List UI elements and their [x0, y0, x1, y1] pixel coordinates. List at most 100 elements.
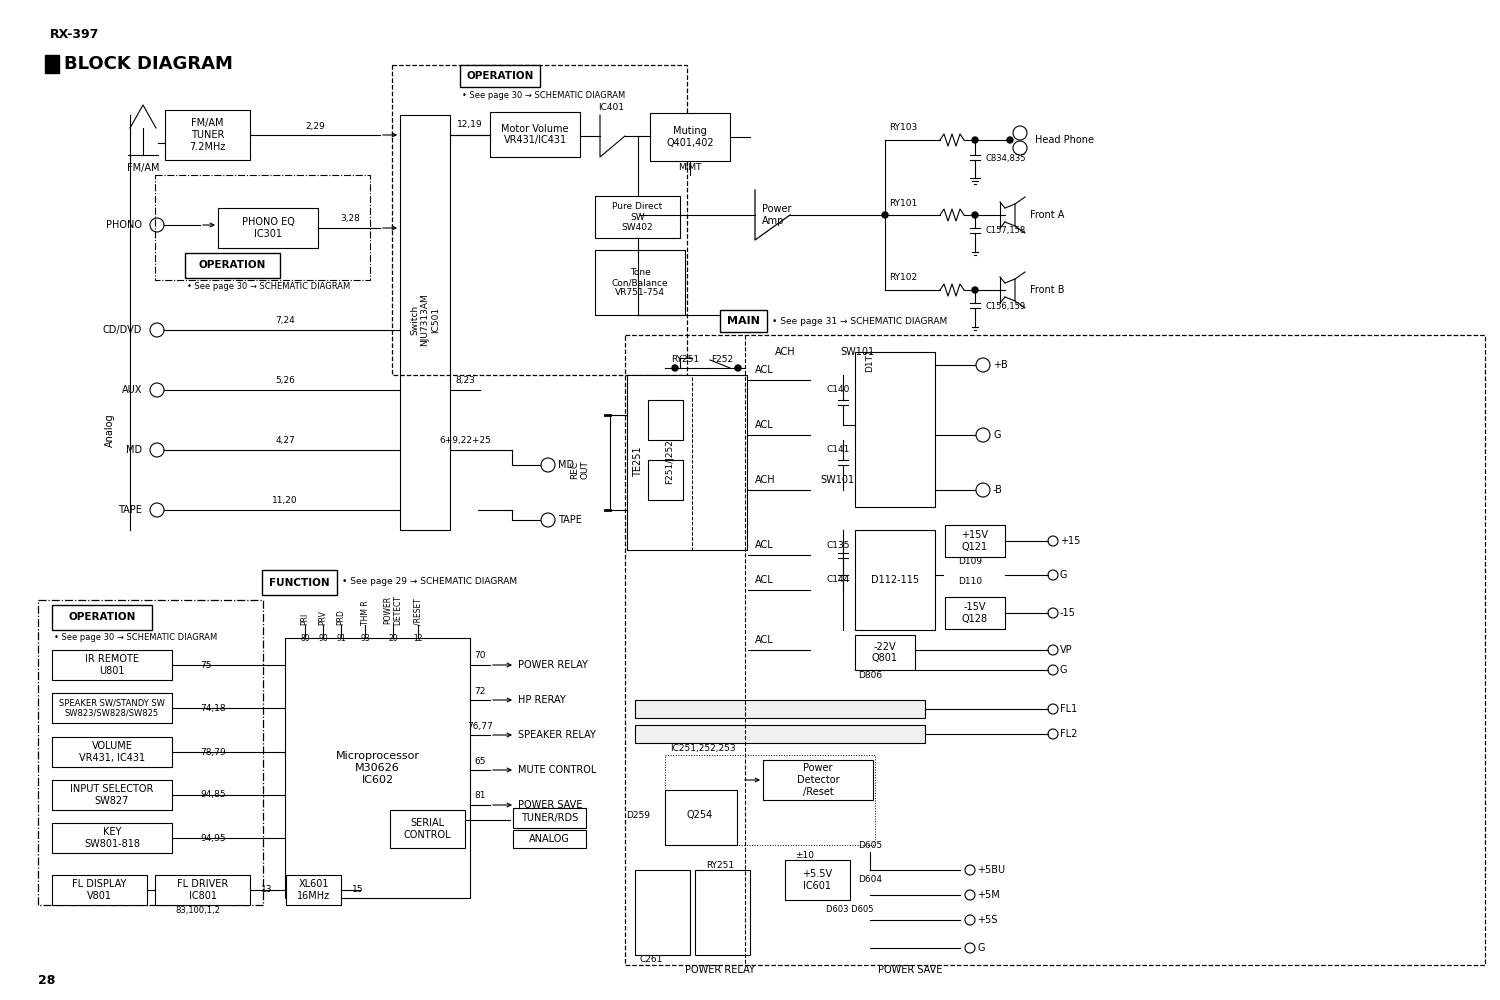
- Bar: [945, 597, 1005, 629]
- Text: SERIAL
CONTROL: SERIAL CONTROL: [404, 818, 451, 840]
- Text: C140: C140: [827, 385, 849, 394]
- Text: 76,77: 76,77: [466, 722, 494, 730]
- Circle shape: [972, 137, 978, 143]
- Text: MIMT: MIMT: [678, 163, 702, 172]
- Text: PRV: PRV: [318, 610, 327, 625]
- Bar: [855, 352, 934, 507]
- Text: +5M: +5M: [976, 890, 999, 900]
- Bar: [513, 830, 586, 848]
- Bar: [513, 808, 586, 828]
- Text: Power
Detector
/Reset: Power Detector /Reset: [796, 763, 840, 797]
- Circle shape: [1007, 137, 1013, 143]
- Text: +B: +B: [993, 360, 1008, 370]
- Text: THM R: THM R: [360, 600, 369, 625]
- Text: 28: 28: [38, 974, 56, 986]
- Text: -15V
Q128: -15V Q128: [962, 602, 988, 624]
- Text: • See page 30 → SCHEMATIC DIAGRAM: • See page 30 → SCHEMATIC DIAGRAM: [462, 91, 626, 100]
- Text: D603 D605: D603 D605: [827, 906, 873, 914]
- Text: TE251: TE251: [633, 447, 644, 477]
- Text: 83,100,1,2: 83,100,1,2: [176, 906, 220, 914]
- Text: Microprocessor
M30626
IC602: Microprocessor M30626 IC602: [336, 751, 420, 785]
- Text: 2,29: 2,29: [304, 121, 326, 130]
- Text: HP RERAY: HP RERAY: [518, 695, 566, 705]
- Text: 65: 65: [474, 756, 486, 766]
- Text: Head Phone: Head Phone: [1035, 135, 1094, 145]
- Bar: [53, 605, 152, 630]
- Text: ACH: ACH: [754, 475, 776, 485]
- Text: C156,159: C156,159: [986, 302, 1024, 310]
- Text: -22V
Q801: -22V Q801: [871, 642, 898, 663]
- Text: BLOCK DIAGRAM: BLOCK DIAGRAM: [64, 55, 232, 73]
- Text: C834,835: C834,835: [986, 153, 1026, 162]
- Text: 7,24: 7,24: [274, 316, 296, 324]
- Text: FL DRIVER
IC801: FL DRIVER IC801: [177, 879, 228, 901]
- Text: MAIN: MAIN: [728, 316, 760, 326]
- Text: D806: D806: [858, 672, 882, 680]
- Text: PRI: PRI: [300, 613, 309, 625]
- Bar: [764, 760, 873, 800]
- Text: POWER SAVE: POWER SAVE: [878, 965, 942, 975]
- Text: FUNCTION: FUNCTION: [268, 578, 330, 587]
- Text: /RESET: /RESET: [414, 598, 423, 625]
- Text: IC251,252,253: IC251,252,253: [670, 744, 735, 752]
- Text: ±10: ±10: [795, 850, 814, 859]
- Bar: [262, 570, 338, 595]
- Text: 12,19: 12,19: [458, 119, 483, 128]
- Bar: [45, 55, 58, 73]
- Text: REC
OUT: REC OUT: [570, 461, 590, 479]
- Text: ACL: ACL: [754, 575, 774, 585]
- Text: C144: C144: [827, 576, 849, 584]
- Bar: [490, 112, 580, 157]
- Text: FL2: FL2: [1060, 729, 1077, 739]
- Bar: [390, 810, 465, 848]
- Text: ACH: ACH: [776, 347, 795, 357]
- Text: TUNER/RDS: TUNER/RDS: [520, 813, 578, 823]
- Circle shape: [972, 212, 978, 218]
- Bar: [855, 635, 915, 670]
- Text: 3,28: 3,28: [340, 214, 360, 223]
- Text: SW101: SW101: [840, 347, 874, 357]
- Text: 70: 70: [474, 652, 486, 660]
- Text: 81: 81: [474, 792, 486, 800]
- Text: OPERATION: OPERATION: [200, 260, 266, 270]
- Text: MD: MD: [558, 460, 574, 470]
- Text: SPEAKER SW/STANDY SW
SW823/SW828/SW825: SPEAKER SW/STANDY SW SW823/SW828/SW825: [58, 698, 165, 718]
- Text: D259: D259: [626, 810, 650, 820]
- Text: PRD: PRD: [336, 609, 345, 625]
- Circle shape: [735, 365, 741, 371]
- Bar: [154, 175, 370, 280]
- Text: MD: MD: [126, 445, 142, 455]
- Bar: [648, 400, 682, 440]
- Bar: [217, 208, 318, 248]
- Text: G: G: [1060, 665, 1068, 675]
- Text: 20: 20: [388, 634, 398, 643]
- Text: C157,158: C157,158: [986, 227, 1026, 235]
- Text: SW101: SW101: [821, 475, 854, 485]
- Text: +5BU: +5BU: [976, 865, 1005, 875]
- Text: 13: 13: [261, 886, 272, 894]
- Text: F252: F252: [711, 356, 734, 364]
- Circle shape: [972, 287, 978, 293]
- Text: G: G: [993, 430, 1000, 440]
- Text: FL1: FL1: [1060, 704, 1077, 714]
- Text: Front B: Front B: [1030, 285, 1065, 295]
- Text: RY102: RY102: [890, 273, 916, 282]
- Bar: [634, 870, 690, 955]
- Bar: [648, 460, 682, 500]
- Bar: [650, 113, 730, 161]
- Text: TAPE: TAPE: [118, 505, 142, 515]
- Text: 8,23: 8,23: [454, 375, 476, 384]
- Text: PHONO EQ
IC301: PHONO EQ IC301: [242, 217, 294, 239]
- Bar: [784, 860, 850, 900]
- Text: Pure Direct
SW
SW402: Pure Direct SW SW402: [612, 202, 663, 232]
- Text: OPERATION: OPERATION: [69, 612, 135, 622]
- Text: 91: 91: [336, 634, 346, 643]
- Text: Q254: Q254: [687, 810, 712, 820]
- Bar: [664, 755, 874, 845]
- Text: 80: 80: [300, 634, 310, 643]
- Text: ANALOG: ANALOG: [530, 834, 570, 844]
- Text: IC401: IC401: [598, 103, 624, 111]
- Bar: [53, 875, 147, 905]
- Text: +5S: +5S: [976, 915, 998, 925]
- Circle shape: [672, 365, 678, 371]
